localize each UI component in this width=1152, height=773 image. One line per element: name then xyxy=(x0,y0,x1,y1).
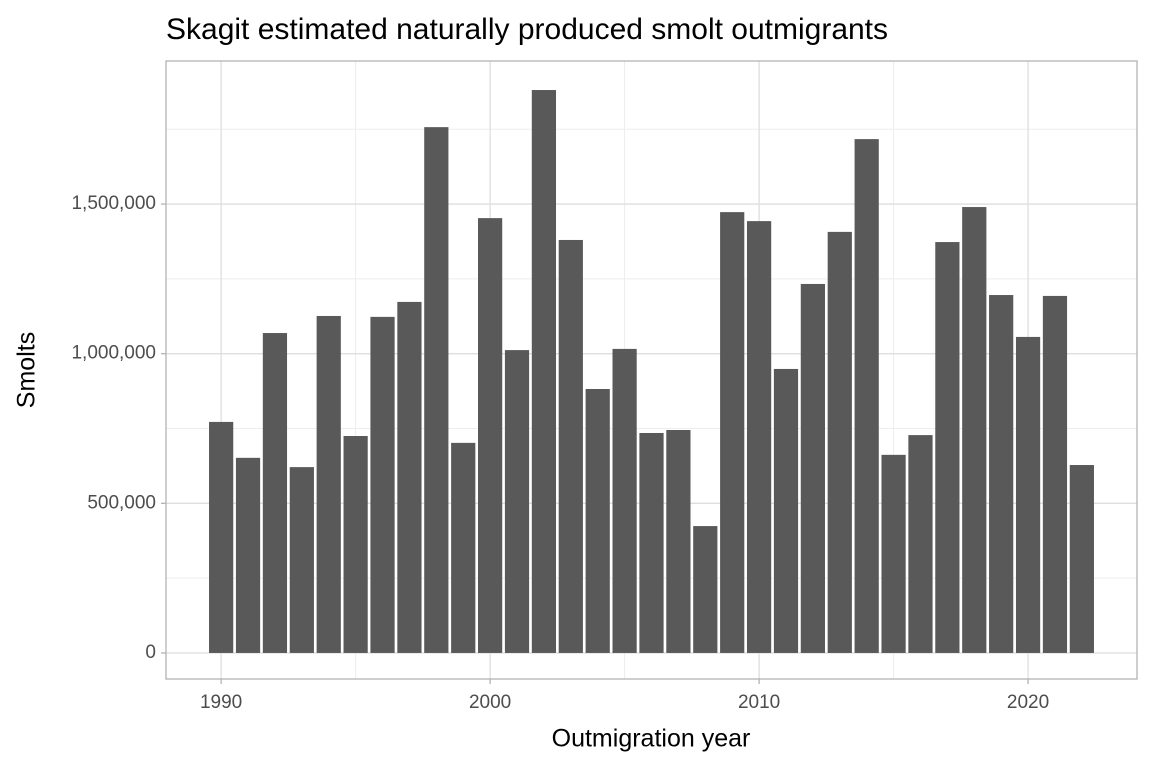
bar xyxy=(612,348,637,653)
bar xyxy=(935,242,960,653)
bar xyxy=(881,454,906,653)
y-axis-title: Smolts xyxy=(13,332,41,408)
x-tick-label: 1990 xyxy=(200,692,242,713)
panel-border xyxy=(165,60,1138,680)
bar xyxy=(370,316,395,653)
bar xyxy=(1015,336,1041,653)
bar xyxy=(666,430,691,653)
bar xyxy=(504,350,530,653)
bar xyxy=(343,435,368,653)
bar xyxy=(693,526,718,653)
chart-title: Skagit estimated naturally produced smol… xyxy=(166,13,888,46)
bar xyxy=(289,467,314,653)
bar xyxy=(989,295,1014,653)
bar xyxy=(720,212,745,653)
bar xyxy=(1069,465,1094,653)
bar xyxy=(451,442,476,653)
bar xyxy=(773,368,799,653)
bar xyxy=(1042,295,1068,653)
x-tick-label: 2020 xyxy=(1007,692,1049,713)
y-tick-label: 500,000 xyxy=(87,492,156,513)
bar xyxy=(908,435,933,653)
bar xyxy=(397,301,422,653)
x-tick-label: 2000 xyxy=(469,692,511,713)
bar xyxy=(827,231,852,653)
bar xyxy=(800,283,825,653)
bar xyxy=(262,333,288,653)
bar xyxy=(558,239,583,653)
bar xyxy=(316,315,341,653)
x-axis-title: Outmigration year xyxy=(552,725,751,753)
bar xyxy=(478,218,503,653)
y-tick-label: 1,000,000 xyxy=(71,343,156,364)
bar xyxy=(962,207,987,653)
x-tick-label: 2010 xyxy=(738,692,780,713)
y-tick-label: 1,500,000 xyxy=(71,193,156,214)
bar xyxy=(639,432,664,653)
bar xyxy=(531,90,557,653)
bar xyxy=(746,221,772,653)
bar xyxy=(585,389,610,653)
bar xyxy=(424,127,449,653)
bar xyxy=(235,457,261,653)
bar xyxy=(209,421,234,653)
y-tick-label: 0 xyxy=(145,642,156,663)
bar xyxy=(854,139,879,653)
